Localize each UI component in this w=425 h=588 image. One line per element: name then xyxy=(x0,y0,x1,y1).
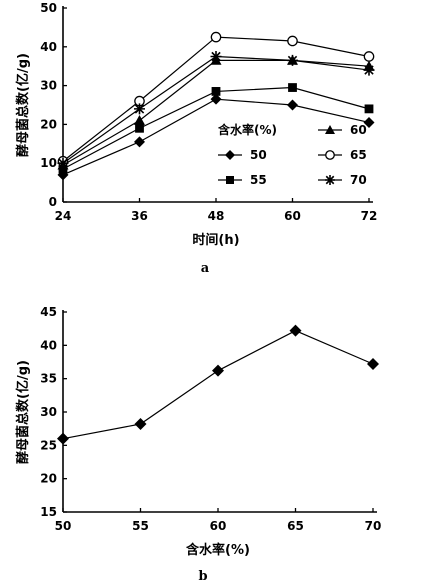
y-tick-label: 30 xyxy=(40,405,57,419)
data-point-50 xyxy=(210,93,222,105)
data-point-0 xyxy=(289,324,302,337)
data-point-65 xyxy=(287,35,298,47)
y-tick-label: 40 xyxy=(40,40,57,54)
data-point-70 xyxy=(287,54,298,66)
data-point-70 xyxy=(210,51,222,62)
data-point-70 xyxy=(134,103,145,115)
legend-marker-65 xyxy=(325,150,335,160)
y-tick-label: 15 xyxy=(40,505,57,519)
x-tick-label: 60 xyxy=(284,209,301,223)
x-tick-label: 36 xyxy=(131,209,148,223)
x-tick-label: 50 xyxy=(55,519,72,533)
y-tick-label: 10 xyxy=(40,156,57,170)
legend-marker-60 xyxy=(325,125,335,134)
data-point-55 xyxy=(211,87,221,96)
series-line-0 xyxy=(62,330,374,440)
data-point-55 xyxy=(288,83,297,92)
data-point-70 xyxy=(57,157,69,169)
y-tick-label: 0 xyxy=(49,195,57,209)
legend-marker-55 xyxy=(226,176,234,184)
y-tick-label: 40 xyxy=(40,338,57,352)
data-point-0 xyxy=(134,418,147,430)
data-point-50 xyxy=(134,136,145,148)
chart-b: 15 20 25 30 35 40 45 50 55 60 65 70 含水率(%) 酵母菌总数(亿/g)… xyxy=(15,305,381,584)
legend-marker-50 xyxy=(225,150,235,160)
x-tick-label: 24 xyxy=(55,209,72,223)
legend-entry-60: 60 xyxy=(350,123,367,137)
y-axis-label: 酵母菌总数(亿/g) xyxy=(15,360,31,464)
series-line-60 xyxy=(62,59,370,166)
chart-a: 0 10 20 30 40 50 24 36 48 60 72 时间(h) 酵母菌总数(亿/g) a 含水率… xyxy=(15,1,377,276)
legend-entry-55: 55 xyxy=(250,173,267,187)
legend-title: 含水率(%) xyxy=(218,122,277,137)
x-tick-label: 55 xyxy=(132,519,149,533)
data-point-0 xyxy=(212,364,224,377)
data-point-65 xyxy=(210,31,222,43)
y-tick-label: 20 xyxy=(40,117,57,131)
y-tick-label: 30 xyxy=(40,79,57,93)
data-point-60 xyxy=(134,115,145,125)
x-axis-label: 时间(h) xyxy=(192,232,239,248)
y-tick-label: 35 xyxy=(40,372,57,386)
x-tick-label: 60 xyxy=(210,519,227,533)
data-point-55 xyxy=(135,123,144,133)
series-line-50 xyxy=(62,98,370,176)
x-tick-label: 48 xyxy=(208,209,225,223)
data-point-0 xyxy=(57,432,69,445)
legend-entry-50: 50 xyxy=(250,148,267,162)
data-point-65 xyxy=(363,51,375,62)
data-point-70 xyxy=(363,64,375,76)
x-tick-label: 70 xyxy=(365,519,382,533)
panel-label: b xyxy=(198,569,207,584)
y-tick-label: 25 xyxy=(40,438,57,452)
legend-entry-65: 65 xyxy=(350,148,367,162)
y-axis-label: 酵母菌总数(亿/g) xyxy=(15,53,31,157)
legend: 含水率(%) 60 50 65 55 70 xyxy=(218,122,367,187)
data-point-50 xyxy=(363,116,375,128)
x-axis-label: 含水率(%) xyxy=(185,542,250,558)
data-point-55 xyxy=(364,104,374,114)
y-tick-label: 45 xyxy=(40,305,57,319)
legend-entry-70: 70 xyxy=(350,173,367,187)
data-point-50 xyxy=(287,99,298,111)
legend-marker-70 xyxy=(325,175,335,185)
panel-label: a xyxy=(201,261,210,276)
y-tick-label: 20 xyxy=(40,472,57,486)
data-point-0 xyxy=(367,358,379,370)
series-line-70 xyxy=(62,55,370,164)
y-tick-label: 50 xyxy=(40,1,57,15)
x-tick-label: 65 xyxy=(287,519,304,533)
x-tick-label: 72 xyxy=(361,209,378,223)
